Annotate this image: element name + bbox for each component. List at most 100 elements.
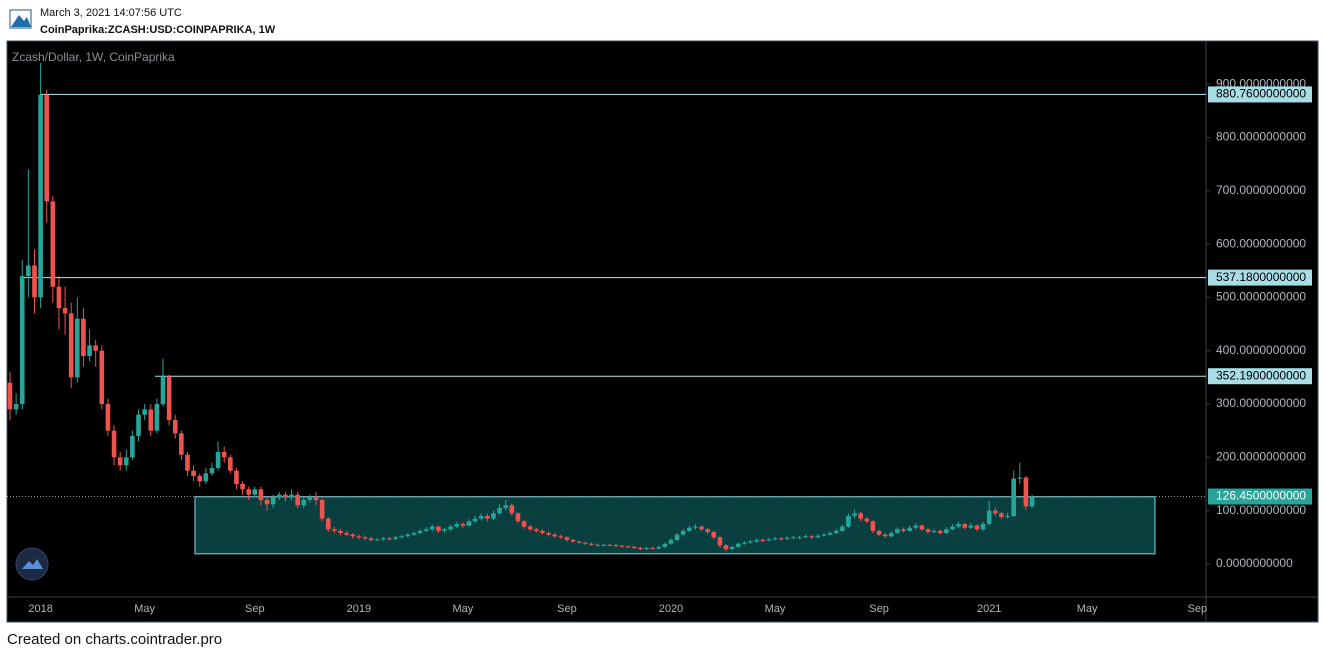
level-label: 537.1800000000 [1216,270,1306,284]
x-tick-label: May [1077,603,1098,615]
candle-body [925,529,931,532]
candle-body [950,526,955,530]
candle-body [197,475,203,482]
candle-body [215,452,221,468]
candle-body [368,538,374,540]
candle-body [711,531,717,538]
candle-body [901,529,906,531]
candle-body [766,539,772,541]
candle-body [717,537,723,546]
candle-body [760,539,766,541]
candle-body [980,523,986,530]
candle-body [956,523,961,527]
candle-body [26,265,31,277]
candle-body [650,547,655,549]
x-tick-label: Sep [869,603,889,615]
x-tick-label: 2019 [347,603,371,615]
y-tick-label: 700.0000000000 [1216,183,1306,197]
y-tick-label: 400.0000000000 [1216,343,1306,357]
x-tick-label: Sep [1187,603,1207,615]
candle-body [148,409,154,431]
candle-body [203,473,209,482]
candle-body [423,529,429,531]
candle-body [986,510,992,524]
candle-body [362,537,368,539]
candle-body [680,530,686,535]
candle-body [301,499,307,506]
candle-body [809,536,815,538]
candle-body [962,523,968,528]
candle-body [32,265,37,298]
candle-body [693,526,698,528]
x-tick-label: 2018 [28,603,52,615]
candle-body [797,537,802,539]
candle-body [117,457,123,466]
x-tick-label: 2020 [659,603,683,615]
candle-body [742,542,747,544]
candle-body [503,505,509,508]
x-tick-label: May [452,603,473,615]
candle-body [723,545,729,550]
candle-body [546,533,551,535]
candle-body [699,526,704,530]
candle-body [778,538,784,540]
candle-body [332,529,337,531]
candle-body [497,507,502,514]
candle-body [411,533,417,535]
candle-body [1029,496,1035,507]
candle-body [613,545,619,547]
candle-body [968,525,974,528]
candle-body [460,523,466,526]
candle-body [374,539,380,541]
candle-body [191,470,196,476]
y-tick-label: 200.0000000000 [1216,450,1306,464]
candle-body [75,318,80,378]
candle-body [595,544,600,546]
candle-body [240,483,245,490]
candle-body [827,533,833,535]
candle-body [111,430,117,458]
candle-body [840,526,845,531]
candle-body [509,505,515,514]
candle-body [815,535,821,538]
candle-body [687,527,692,531]
candle-body [882,534,888,537]
chart-title: Zcash/Dollar, 1W, CoinPaprika [12,50,175,64]
candle-body [993,510,998,514]
candle-body [179,433,184,455]
candle-body [919,525,925,530]
candle-body [534,529,539,531]
candle-body [160,376,166,405]
candle-body [344,533,349,535]
candle-body [185,454,190,471]
candle-body [668,539,674,544]
candle-body [417,530,423,534]
watermark-logo [15,547,49,581]
candle-body [81,318,86,357]
candle-body [564,537,570,540]
y-tick-label: 600.0000000000 [1216,236,1306,250]
header-timestamp: March 3, 2021 14:07:56 UTC [40,7,182,19]
candle-body [754,539,759,542]
plot: 0.0000000000 100.0000000000 200.0000000000… [7,62,1312,615]
candle-body [234,470,239,484]
candle-body [944,529,949,534]
candle-body [527,526,533,530]
candle-body [166,376,172,421]
y-tick-label: 500.0000000000 [1216,290,1306,304]
y-tick-label: 0.0000000000 [1216,556,1293,570]
candle-body [264,499,270,505]
level-label: 352.1900000000 [1216,368,1306,382]
candle-body [381,538,386,540]
candle-body [803,536,808,538]
candle-body [644,547,649,550]
candle-body [19,276,25,405]
candle-body [735,543,741,547]
candle-body [325,518,331,530]
candle-body [729,546,735,550]
candle-body [974,525,980,530]
candle-body [246,489,251,495]
candle-body [350,534,356,537]
